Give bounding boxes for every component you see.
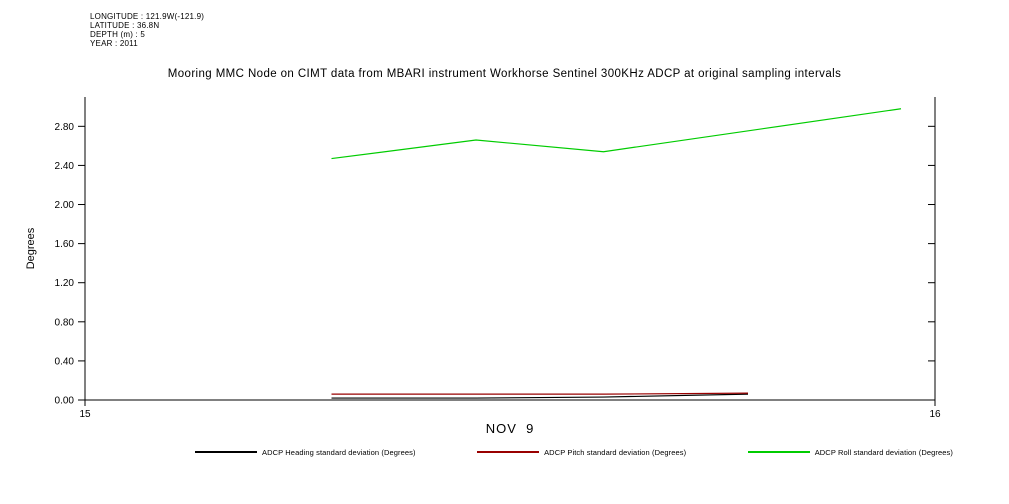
series-line-pitch [331,392,749,395]
legend-item-roll: ADCP Roll standard deviation (Degrees) [747,447,953,457]
y-tick-label: 1.60 [55,239,75,250]
legend-swatch-heading [195,451,257,453]
meta-longitude: LONGITUDE : 121.9W(-121.9) [90,12,205,21]
meta-year: YEAR : 2011 [90,39,138,48]
series-line-roll [331,108,902,160]
y-tick-label: 2.40 [55,161,75,172]
y-axis-title: Degrees [25,227,37,269]
legend-label-heading: ADCP Heading standard deviation (Degrees… [262,447,416,457]
y-tick-label: 0.80 [55,317,75,328]
legend: ADCP Heading standard deviation (Degrees… [195,446,953,458]
x-tick-label: 16 [929,409,941,420]
series-line-heading [331,393,749,399]
station-metadata: LONGITUDE : 121.9W(-121.9) LATITUDE : 36… [90,12,204,48]
meta-latitude: LATITUDE : 36.8N [90,21,160,30]
legend-label-pitch: ADCP Pitch standard deviation (Degrees) [544,447,687,457]
x-tick-label: 15 [79,409,91,420]
y-tick-label: 2.00 [55,200,75,211]
legend-item-pitch: ADCP Pitch standard deviation (Degrees) [477,448,686,457]
y-tick-label: 1.20 [55,278,75,289]
meta-depth: DEPTH (m) : 5 [90,30,146,39]
chart-title: Mooring MMC Node on CIMT data from MBARI… [167,68,842,80]
y-tick-label: 2.80 [55,122,75,133]
legend-label-roll: ADCP Roll standard deviation (Degrees) [814,447,953,457]
legend-item-heading: ADCP Heading standard deviation (Degrees… [195,448,416,457]
legend-swatch-pitch [477,451,540,453]
x-axis-title: NOV 9 [486,421,535,436]
y-tick-label: 0.00 [55,396,75,407]
y-tick-label: 0.40 [55,356,75,367]
legend-swatch-roll [747,451,810,453]
